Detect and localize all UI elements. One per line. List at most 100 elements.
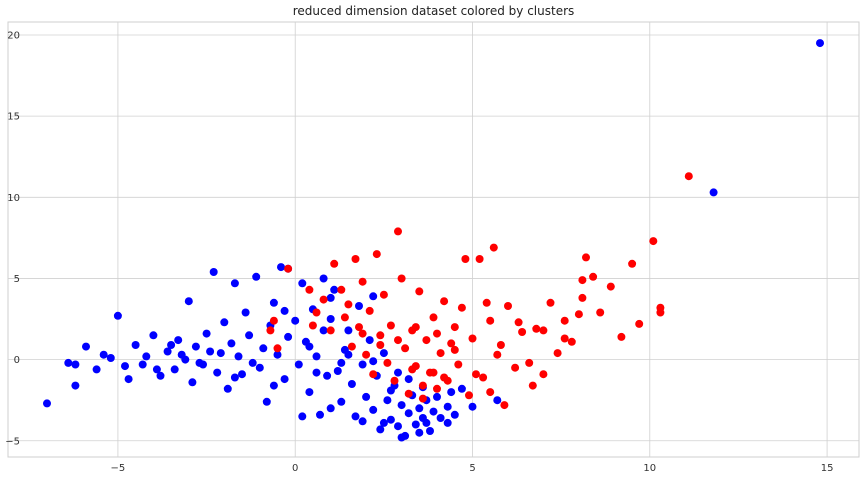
scatter-point xyxy=(238,370,246,379)
scatter-point xyxy=(273,344,282,353)
scatter-point xyxy=(269,381,278,390)
scatter-point xyxy=(461,255,470,263)
scatter-point xyxy=(656,308,665,317)
scatter-point xyxy=(305,342,314,351)
scatter-point xyxy=(71,381,80,390)
scatter-point xyxy=(528,381,537,390)
scatter-point xyxy=(280,306,289,315)
scatter-point xyxy=(298,279,307,288)
scatter-point xyxy=(156,371,165,380)
scatter-point xyxy=(347,380,356,388)
scatter-point xyxy=(269,298,278,307)
scatter-point xyxy=(213,368,222,377)
scatter-point xyxy=(347,342,356,351)
scatter-point xyxy=(443,418,452,427)
scatter-point xyxy=(308,321,317,330)
scatter-point xyxy=(628,259,637,268)
scatter-point xyxy=(330,285,339,294)
scatter-point xyxy=(177,350,186,359)
scatter-point xyxy=(202,329,211,338)
scatter-point xyxy=(358,277,367,286)
scatter-point xyxy=(259,344,268,353)
scatter-point xyxy=(457,303,466,312)
scatter-point xyxy=(277,263,285,272)
x-tick-label: −5 xyxy=(111,463,126,474)
scatter-point xyxy=(574,310,583,319)
scatter-point xyxy=(188,378,197,387)
scatter-point xyxy=(454,360,463,369)
scatter-point xyxy=(450,410,459,419)
scatter-point xyxy=(369,370,378,379)
scatter-point xyxy=(394,336,402,345)
scatter-point xyxy=(429,313,438,322)
scatter-point xyxy=(450,323,459,332)
scatter-point xyxy=(447,339,456,348)
scatter-point xyxy=(316,410,324,419)
scatter-point xyxy=(422,336,431,345)
scatter-point xyxy=(376,331,385,340)
scatter-point xyxy=(351,255,360,263)
scatter-point xyxy=(365,306,374,315)
scatter-point xyxy=(252,272,261,281)
scatter-point xyxy=(436,349,445,358)
scatter-point xyxy=(567,337,576,346)
plot-area xyxy=(7,21,860,458)
scatter-point xyxy=(319,326,328,335)
scatter-point xyxy=(323,371,332,380)
scatter-point xyxy=(305,388,314,397)
scatter-point xyxy=(486,388,495,397)
scatter-point xyxy=(152,365,161,374)
scatter-point xyxy=(230,279,239,288)
scatter-point xyxy=(255,363,264,372)
scatter-point xyxy=(376,425,385,434)
scatter-point xyxy=(234,352,243,361)
scatter-point xyxy=(195,358,204,367)
scatter-point xyxy=(816,39,824,48)
scatter-point xyxy=(415,428,424,437)
scatter-point xyxy=(496,341,505,349)
scatter-point xyxy=(326,404,335,413)
x-tick-label: 10 xyxy=(643,463,656,474)
scatter-point xyxy=(99,350,108,359)
scatter-point xyxy=(560,334,569,343)
scatter-point xyxy=(365,336,374,345)
scatter-point xyxy=(482,298,491,307)
scatter-point xyxy=(525,358,534,367)
scatter-point xyxy=(358,360,367,369)
scatter-point xyxy=(518,328,527,336)
scatter-point xyxy=(479,373,488,382)
scatter-point xyxy=(596,308,605,317)
scatter-point xyxy=(379,349,388,358)
scatter-point xyxy=(589,272,598,281)
scatter-point xyxy=(383,358,392,367)
scatter-point xyxy=(418,381,427,390)
y-tick-label: 10 xyxy=(7,193,20,204)
scatter-point xyxy=(337,358,346,367)
scatter-point xyxy=(344,350,353,359)
scatter-point xyxy=(355,302,363,310)
scatter-point xyxy=(312,368,321,377)
scatter-point xyxy=(174,336,183,345)
scatter-point xyxy=(684,172,693,181)
scatter-point xyxy=(71,360,80,369)
y-tick-label: 15 xyxy=(7,112,20,123)
scatter-point xyxy=(560,316,569,325)
scatter-point xyxy=(408,365,417,374)
scatter-point xyxy=(167,341,176,349)
scatter-point xyxy=(578,293,587,302)
scatter-point xyxy=(379,290,388,299)
y-tick-label: −5 xyxy=(5,436,20,447)
scatter-point xyxy=(511,363,520,372)
scatter-point xyxy=(486,316,495,325)
scatter-point xyxy=(472,370,480,379)
scatter-point xyxy=(372,250,381,259)
scatter-point xyxy=(376,341,385,349)
scatter-point xyxy=(532,324,541,333)
scatter-point xyxy=(457,384,466,393)
scatter-point xyxy=(582,253,590,262)
scatter-point xyxy=(489,243,498,252)
scatter-point xyxy=(113,311,122,320)
scatter-point xyxy=(248,358,257,367)
scatter-point xyxy=(351,412,360,421)
scatter-point xyxy=(500,401,509,410)
